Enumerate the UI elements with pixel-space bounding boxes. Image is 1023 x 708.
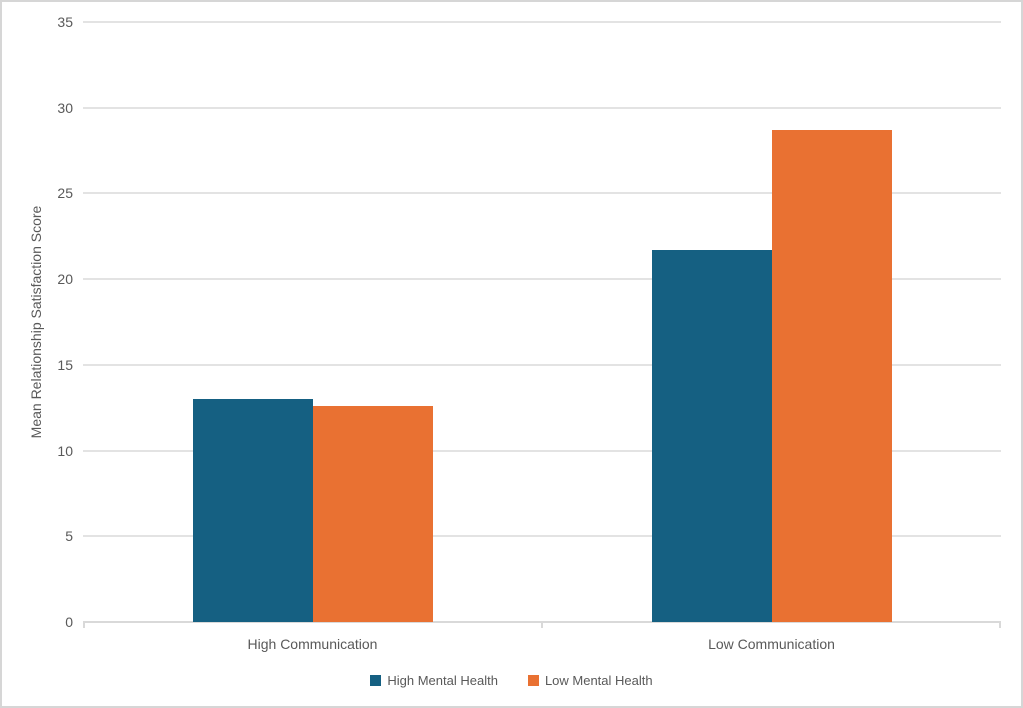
y-tick-label-25: 25 [57,185,73,202]
x-axis-boundary-tick [541,622,543,628]
gridline-15 [83,363,1001,366]
y-tick-label-0: 0 [65,614,73,630]
x-axis-boundary-tick [83,622,85,628]
legend: High Mental Health Low Mental Health [2,673,1021,688]
gridline-20 [83,278,1001,281]
gridline-25 [83,192,1001,195]
bar-low-communication-high-mental-health [651,250,772,622]
x-axis-boundary-tick [999,622,1001,628]
y-tick-label-35: 35 [57,14,73,30]
y-tick-label-30: 30 [57,99,73,116]
gridline-30 [83,106,1001,109]
bar-high-communication-low-mental-health [312,406,433,622]
y-tick-label-5: 5 [65,528,73,545]
x-category-label-low-communication: Low Communication [708,636,835,652]
gridline-5 [83,535,1001,538]
y-tick-label-10: 10 [57,442,73,459]
y-tick-label-15: 15 [57,356,73,373]
legend-item-low-mental-health: Low Mental Health [527,673,653,688]
x-category-label-high-communication: High Communication [247,636,378,652]
legend-label: Low Mental Health [544,673,653,688]
gridline-35 [83,21,1001,23]
y-axis-ticks: 0 5 10 15 20 25 30 35 [2,15,73,629]
legend-label: High Mental Health [387,673,498,688]
bar-high-communication-high-mental-health [192,399,313,622]
legend-item-high-mental-health: High Mental Health [370,673,498,688]
x-axis-labels: High Communication Low Communication [83,636,1001,652]
bar-low-communication-low-mental-health [771,130,892,622]
legend-swatch-icon [527,675,539,686]
y-tick-label-20: 20 [57,271,73,288]
legend-swatch-icon [370,675,382,686]
plot-area [83,21,1001,628]
gridline-10 [83,449,1001,452]
